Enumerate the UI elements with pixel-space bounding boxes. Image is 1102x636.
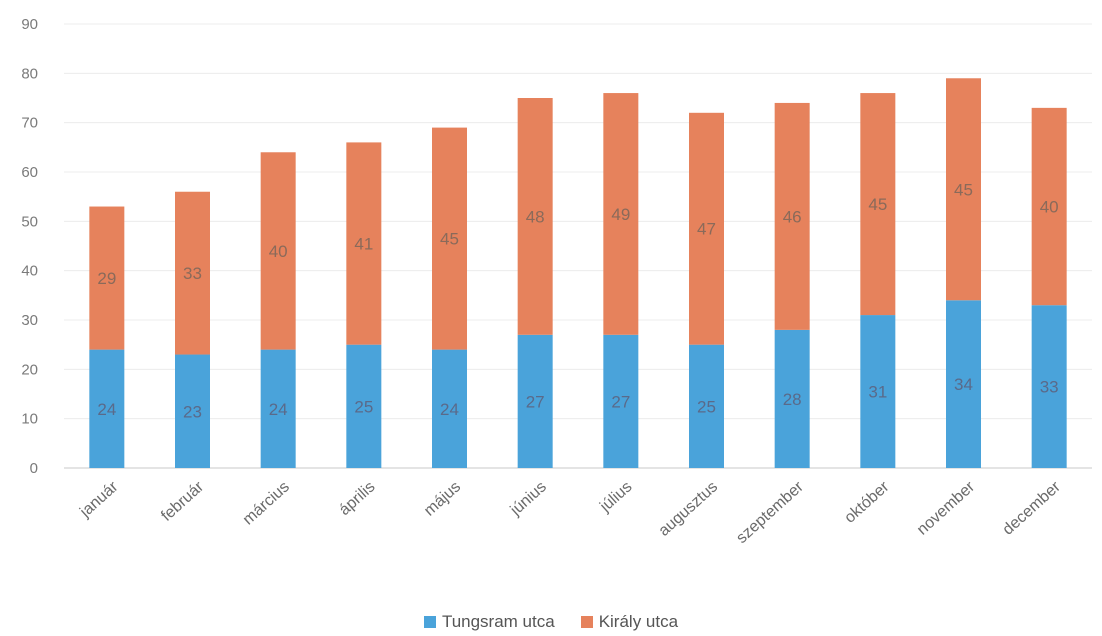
data-label: 24 xyxy=(269,400,288,419)
data-label: 34 xyxy=(954,375,973,394)
legend-swatch-kiraly xyxy=(580,616,593,628)
data-label: 27 xyxy=(611,392,630,411)
bar-kiraly xyxy=(432,127,467,350)
bar-tungsram xyxy=(346,344,382,468)
bar-kiraly xyxy=(1031,107,1067,306)
data-label: 46 xyxy=(783,207,802,226)
legend-item-tungsram: Tungsram utca xyxy=(423,612,555,632)
data-label: 40 xyxy=(1040,198,1059,217)
x-tick-label: december xyxy=(1000,478,1065,539)
bar-kiraly xyxy=(774,102,810,330)
bar-tungsram xyxy=(603,334,639,468)
data-label: 45 xyxy=(440,230,459,249)
x-tick-label: november xyxy=(914,478,979,539)
bar-kiraly xyxy=(946,78,981,301)
data-label: 45 xyxy=(868,195,887,214)
data-label: 45 xyxy=(954,180,973,199)
bar-tungsram xyxy=(689,344,724,468)
bar-tungsram xyxy=(1031,305,1067,468)
x-tick-label: május xyxy=(421,478,464,519)
bar-tungsram xyxy=(89,349,125,468)
data-label: 41 xyxy=(354,235,373,254)
x-tick-label: április xyxy=(336,478,378,519)
data-label: 25 xyxy=(354,397,373,416)
y-tick-label: 80 xyxy=(21,65,38,82)
legend: Tungsram utca Király utca xyxy=(0,612,1102,632)
x-tick-label: október xyxy=(841,478,893,527)
bar-tungsram xyxy=(175,354,210,468)
x-tick-label: február xyxy=(158,478,208,525)
data-label: 47 xyxy=(697,220,716,239)
y-tick-label: 60 xyxy=(21,164,38,181)
bar-kiraly xyxy=(517,98,553,335)
data-label: 29 xyxy=(97,269,116,288)
bar-tungsram xyxy=(774,329,810,468)
bar-tungsram xyxy=(517,334,553,468)
legend-swatch-tungsram xyxy=(423,616,436,628)
legend-label-kiraly: Király utca xyxy=(598,612,679,631)
x-tick-label: március xyxy=(240,478,293,528)
bar-kiraly xyxy=(260,152,296,350)
x-tick-label: június xyxy=(507,478,550,519)
bar-kiraly xyxy=(603,93,639,335)
data-label: 33 xyxy=(1040,378,1059,397)
data-label: 24 xyxy=(440,400,459,419)
x-tick-label: szeptember xyxy=(733,478,807,547)
bar-kiraly xyxy=(89,206,125,350)
y-tick-label: 10 xyxy=(21,411,38,428)
data-label: 40 xyxy=(269,242,288,261)
x-tick-label: augusztus xyxy=(656,478,722,539)
data-label: 49 xyxy=(611,205,630,224)
y-tick-label: 70 xyxy=(21,115,38,132)
bar-tungsram xyxy=(860,315,896,468)
bar-kiraly xyxy=(175,191,210,355)
bar-tungsram xyxy=(260,349,296,468)
data-label: 48 xyxy=(526,207,545,226)
data-label: 23 xyxy=(183,402,202,421)
data-label: 24 xyxy=(97,400,116,419)
bar-kiraly xyxy=(689,112,724,345)
legend-label-tungsram: Tungsram utca xyxy=(441,612,555,631)
data-label: 31 xyxy=(868,383,887,402)
bar-kiraly xyxy=(860,93,896,316)
data-label: 25 xyxy=(697,397,716,416)
x-tick-label: január xyxy=(76,478,122,522)
bar-tungsram xyxy=(432,349,467,468)
data-label: 28 xyxy=(783,390,802,409)
legend-item-kiraly: Király utca xyxy=(580,612,679,632)
data-label: 27 xyxy=(526,392,545,411)
data-label: 33 xyxy=(183,264,202,283)
bar-tungsram xyxy=(946,300,981,468)
y-tick-label: 0 xyxy=(30,460,38,477)
x-tick-label: július xyxy=(596,478,635,516)
y-tick-label: 90 xyxy=(21,16,38,33)
y-tick-label: 30 xyxy=(21,312,38,329)
y-tick-label: 40 xyxy=(21,263,38,280)
y-tick-label: 50 xyxy=(21,213,38,230)
bar-kiraly xyxy=(346,142,382,345)
y-tick-label: 20 xyxy=(21,361,38,378)
